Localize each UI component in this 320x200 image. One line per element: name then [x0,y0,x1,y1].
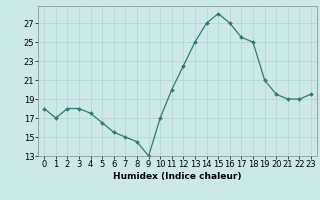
X-axis label: Humidex (Indice chaleur): Humidex (Indice chaleur) [113,172,242,181]
